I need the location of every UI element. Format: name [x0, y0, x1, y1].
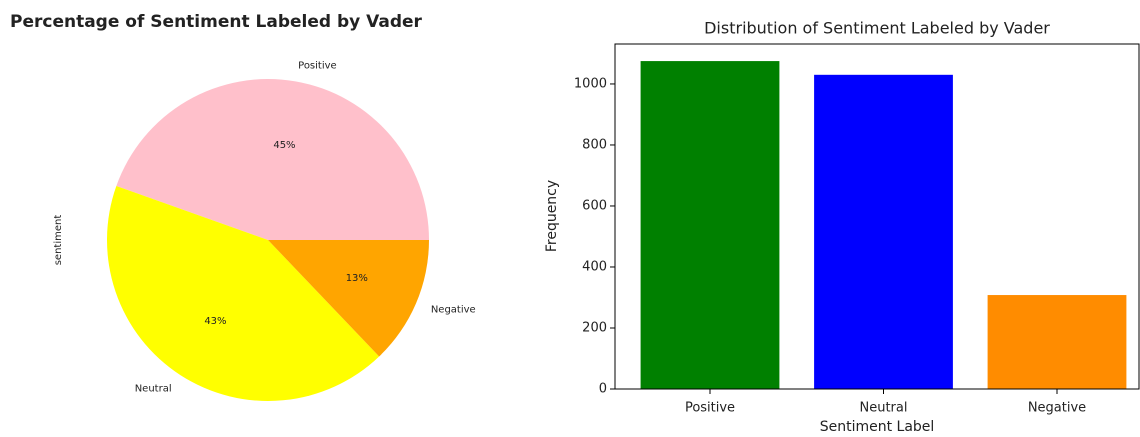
x-tick-label: Negative	[1028, 401, 1086, 416]
x-tick-label: Positive	[685, 401, 735, 416]
y-tick-label: 800	[582, 137, 607, 152]
pie-title: Percentage of Sentiment Labeled by Vader	[10, 12, 423, 32]
slice-label: Negative	[431, 305, 476, 316]
bar	[640, 61, 780, 390]
slice-label: Positive	[298, 60, 337, 71]
y-axis-label: Frequency	[544, 180, 560, 252]
pct-label: 43%	[204, 316, 226, 327]
bar-title: Distribution of Sentiment Labeled by Vad…	[704, 19, 1050, 38]
slice-label: Neutral	[135, 384, 172, 395]
pct-label: 45%	[273, 140, 295, 151]
y-tick-label: 600	[582, 198, 607, 213]
pie-slice	[116, 79, 429, 240]
pie-slice	[268, 240, 429, 357]
y-tick-label: 200	[582, 320, 607, 335]
bar	[814, 74, 953, 389]
y-tick-label: 400	[582, 259, 607, 274]
bar	[987, 295, 1127, 389]
x-axis-label: Sentiment Label	[820, 419, 935, 435]
x-tick-label: Neutral	[860, 401, 908, 416]
pie-slice	[107, 185, 380, 401]
plot-frame	[614, 43, 1140, 390]
y-tick-label: 1000	[574, 76, 607, 91]
pct-label: 13%	[346, 273, 368, 284]
y-tick-label: 0	[599, 382, 607, 397]
pie-ylabel: sentiment	[53, 215, 64, 266]
